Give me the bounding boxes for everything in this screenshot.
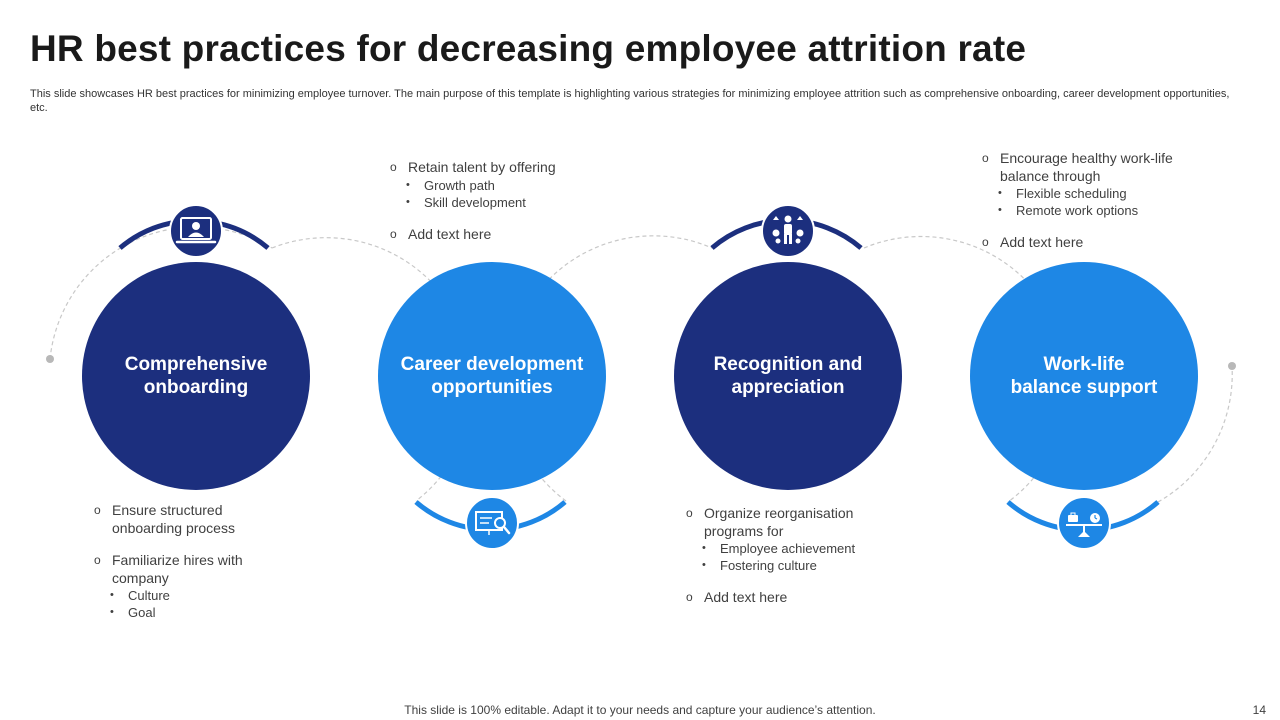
note-item: Add text here [686, 589, 886, 607]
person-applause-icon [761, 204, 815, 258]
notes-career-development: Retain talent by offering Growth path Sk… [390, 159, 600, 243]
circle-work-life-balance [970, 262, 1198, 490]
arc-endpoint-left [46, 355, 54, 363]
note-item: Organize reorganisation programs for [686, 505, 886, 540]
notes-onboarding: Ensure structured onboarding process Fam… [94, 502, 284, 621]
note-subitem: Goal [94, 604, 284, 621]
label-comprehensive-onboarding: Comprehensive onboarding [124, 354, 268, 398]
slide-title: HR best practices for decreasing employe… [30, 28, 1027, 69]
circle-recognition [674, 262, 902, 490]
label-work-life-balance: Work-life balance support [1010, 354, 1158, 398]
note-subitem: Fostering culture [686, 557, 886, 574]
note-subitem: Skill development [390, 194, 600, 211]
presentation-search-icon [465, 496, 519, 550]
slide-subtitle: This slide showcases HR best practices f… [30, 88, 1230, 114]
note-item: Add text here [390, 226, 600, 244]
slide-footer: This slide is 100% editable. Adapt it to… [404, 703, 876, 717]
notes-work-life-balance: Encourage healthy work-life balance thro… [982, 150, 1192, 252]
note-subitem: Remote work options [982, 202, 1192, 219]
balance-scale-icon [1057, 496, 1111, 550]
note-subitem: Growth path [390, 177, 600, 194]
circle-comprehensive-onboarding [82, 262, 310, 490]
page-number: 14 [1252, 703, 1266, 717]
note-item: Encourage healthy work-life balance thro… [982, 150, 1192, 185]
note-subitem: Flexible scheduling [982, 185, 1192, 202]
circle-career-development [378, 262, 606, 490]
label-recognition: Recognition and appreciation [713, 354, 863, 398]
note-item: Familiarize hires with company [94, 552, 284, 587]
note-subitem: Culture [94, 587, 284, 604]
connector-arc-5 [1157, 365, 1233, 503]
note-subitem: Employee achievement [686, 540, 886, 557]
computer-user-icon [169, 204, 223, 258]
note-item: Retain talent by offering [390, 159, 600, 177]
label-career-development: Career development opportunities [400, 354, 584, 398]
arc-endpoint-right [1228, 362, 1236, 370]
note-item: Add text here [982, 234, 1192, 252]
notes-recognition: Organize reorganisation programs for Emp… [686, 505, 886, 607]
note-item: Ensure structured onboarding process [94, 502, 284, 537]
